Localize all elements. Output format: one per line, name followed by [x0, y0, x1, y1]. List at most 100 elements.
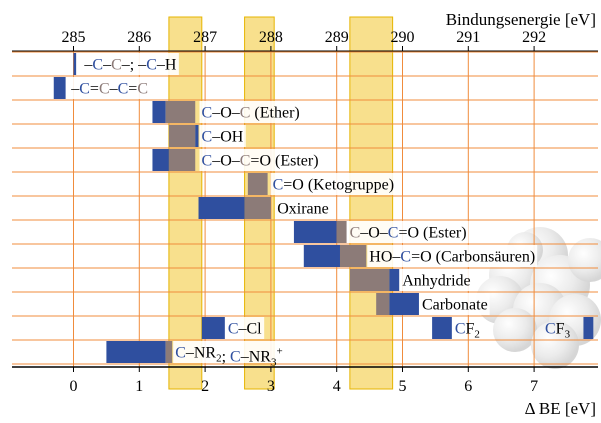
- label-segment: F: [556, 321, 565, 338]
- bottom-tick-label: 7: [530, 378, 538, 395]
- label-segment: C: [146, 57, 157, 74]
- chart-row: [152, 149, 196, 171]
- top-tick-label: 288: [259, 29, 283, 46]
- range-bar: [195, 125, 199, 147]
- range-bar: [293, 221, 337, 243]
- label-segment: –O–: [211, 105, 241, 122]
- range-bar: [73, 53, 77, 75]
- range-bar: [53, 77, 66, 99]
- label-background: [81, 53, 179, 75]
- molecule-sphere: [493, 308, 537, 352]
- label-segment: C: [388, 225, 399, 242]
- label-segment: C: [240, 153, 251, 170]
- range-bar: [349, 269, 390, 291]
- label-segment: –; –: [121, 57, 147, 74]
- row-label: C=O (Ketogruppe): [273, 177, 394, 194]
- top-tick-label: 289: [325, 29, 349, 46]
- row-label: –C=C–C=C: [70, 81, 148, 98]
- bottom-axis-title: Δ BE [eV]: [525, 399, 596, 418]
- range-bar: [389, 269, 400, 291]
- top-axis-title: Bindungsenergie [eV]: [446, 10, 596, 29]
- label-segment: C: [240, 105, 251, 122]
- range-bar: [198, 197, 245, 219]
- label-background: [225, 317, 265, 339]
- bottom-tick-label: 6: [464, 378, 472, 395]
- top-tick-label: 290: [391, 29, 415, 46]
- label-segment: C: [111, 57, 122, 74]
- label-segment: Oxirane: [277, 201, 329, 218]
- chart-row: [349, 269, 400, 291]
- label-segment: C: [202, 153, 213, 170]
- range-bar: [583, 317, 594, 339]
- row-label: C–O–C=O (Ester): [350, 225, 467, 242]
- range-bar: [389, 293, 419, 315]
- chart-row: [53, 77, 66, 99]
- range-bar: [165, 101, 196, 123]
- label-segment: 3: [565, 329, 571, 341]
- label-background: [199, 149, 321, 171]
- label-segment: C: [273, 177, 284, 194]
- top-tick-label: 291: [456, 29, 480, 46]
- label-segment: C: [92, 57, 103, 74]
- row-label: C–NR2; C–NR3+: [175, 345, 282, 369]
- range-bar: [106, 341, 166, 363]
- label-segment: C: [202, 129, 213, 146]
- label-segment: C: [545, 321, 556, 338]
- label-background: [199, 101, 302, 123]
- label-segment: 3: [271, 357, 277, 369]
- label-segment: C: [99, 81, 110, 98]
- label-segment: C: [175, 345, 186, 362]
- label-segment: =O (Ester): [398, 225, 466, 242]
- row-label: CF3: [545, 321, 571, 341]
- bars-layer: [53, 53, 594, 363]
- row-label: C–OH: [202, 129, 244, 146]
- chart-row: [303, 245, 367, 267]
- range-bar: [336, 221, 347, 243]
- range-bar: [168, 125, 196, 147]
- range-bar: [168, 149, 196, 171]
- range-bar: [152, 101, 166, 123]
- row-label: Oxirane: [277, 201, 329, 218]
- top-tick-label: 292: [522, 29, 546, 46]
- label-segment: –H: [156, 57, 177, 74]
- label-segment: (Ether): [250, 105, 299, 122]
- top-tick-label: 287: [193, 29, 217, 46]
- row-label: HO–C=O (Carbonsäuren): [369, 249, 535, 266]
- bottom-tick-label: 0: [70, 378, 78, 395]
- label-segment: =O (Ketogruppe): [283, 177, 394, 194]
- row-label: Anhydride: [402, 273, 470, 290]
- label-background: [419, 293, 490, 315]
- row-label: C–Cl: [228, 321, 262, 338]
- row-label: –C–C–; –C–H: [83, 57, 176, 74]
- chart-row: [376, 293, 419, 315]
- label-segment: –: [109, 81, 119, 98]
- range-bar: [244, 197, 271, 219]
- label-segment: Anhydride: [402, 273, 470, 290]
- range-bar: [376, 293, 390, 315]
- bottom-tick-label: 5: [399, 378, 407, 395]
- chart-row: [198, 197, 271, 219]
- label-segment: C: [400, 249, 411, 266]
- label-segment: =O (Carbonsäuren): [411, 249, 535, 266]
- label-segment: –NR: [240, 349, 272, 366]
- label-segment: HO–: [369, 249, 401, 266]
- label-segment: –O–: [359, 225, 389, 242]
- label-segment: –NR: [185, 345, 217, 362]
- label-segment: Carbonate: [422, 297, 488, 314]
- label-background: [270, 173, 397, 195]
- label-segment: –: [83, 57, 93, 74]
- label-segment: 2: [216, 353, 222, 365]
- axes: Bindungsenergie [eV] Δ BE [eV] 285 286 287…: [12, 10, 598, 418]
- label-background: [347, 221, 469, 243]
- label-segment: F: [466, 321, 475, 338]
- label-background: [68, 77, 150, 99]
- chart-row: [73, 53, 77, 75]
- bottom-tick-label: 2: [201, 378, 209, 395]
- range-bar: [201, 317, 225, 339]
- label-segment: –: [102, 57, 112, 74]
- range-bar: [247, 173, 268, 195]
- label-segment: C: [455, 321, 466, 338]
- row-label: C–O–C (Ether): [202, 105, 300, 122]
- label-background: [173, 341, 285, 363]
